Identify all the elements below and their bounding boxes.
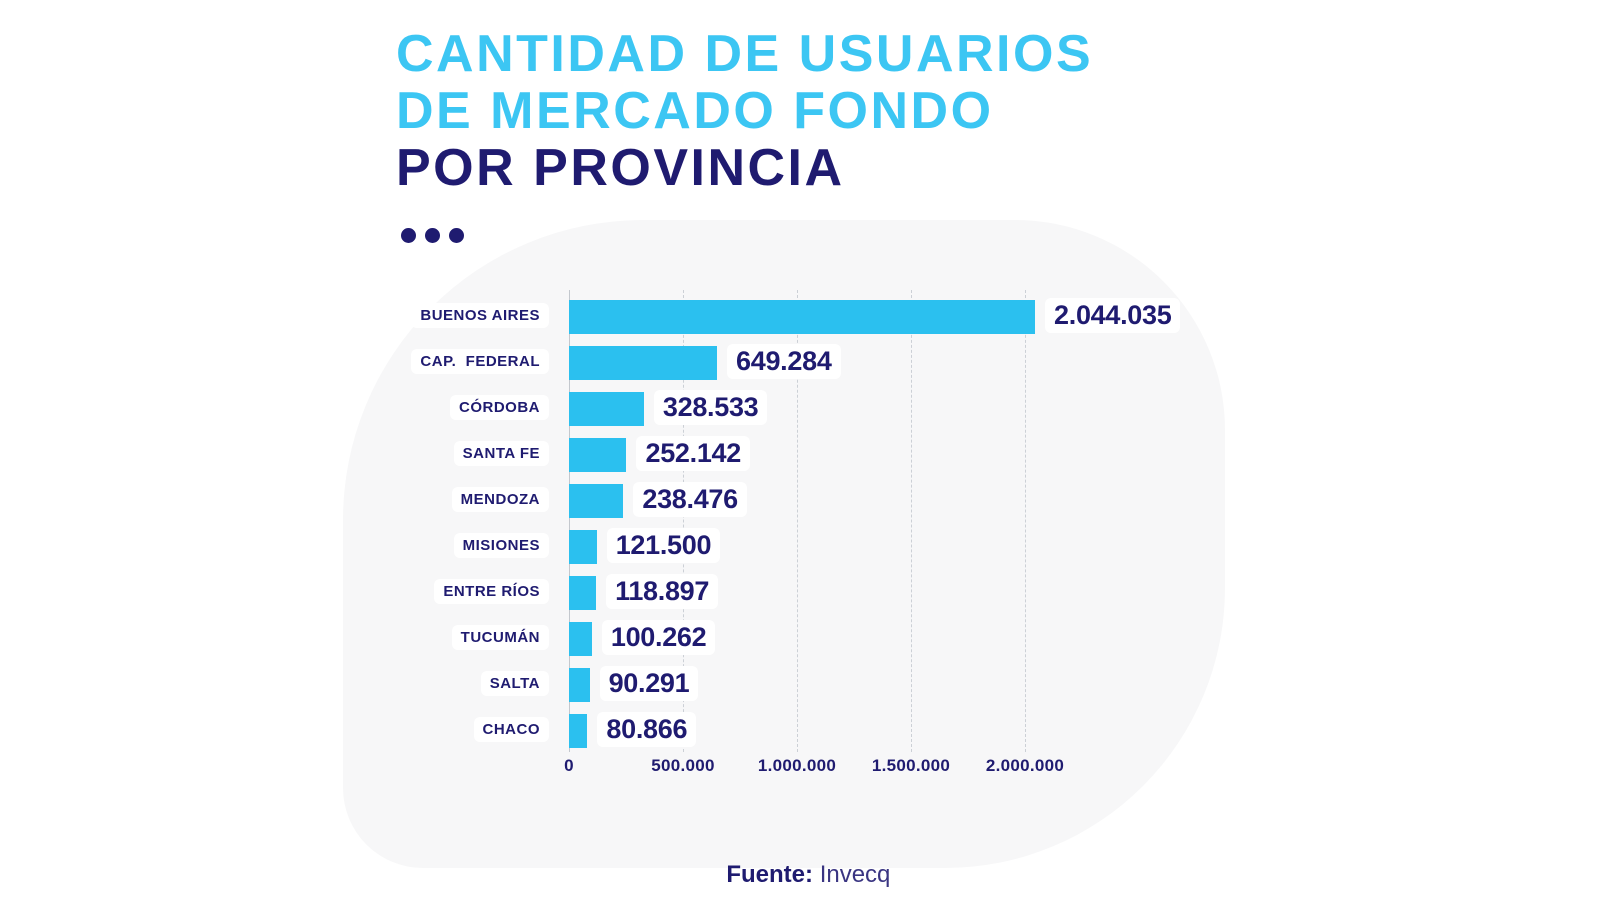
chart-title-line3: POR PROVINCIA — [396, 139, 845, 197]
value-label-cordoba: 328.533 — [653, 390, 768, 425]
bar-misiones — [569, 530, 597, 564]
row-label-wrap-misiones: MISIONES — [375, 533, 549, 558]
category-label-santa-fe: SANTA FE — [453, 441, 549, 466]
source-value: Invecq — [819, 861, 891, 888]
value-label-buenos-aires: 2.044.035 — [1045, 298, 1181, 333]
decorative-dots — [401, 228, 464, 243]
x-tick-500-000: 500.000 — [651, 756, 715, 775]
row-label-wrap-cap-federal: CAP. FEDERAL — [375, 349, 549, 374]
dot-icon — [425, 228, 440, 243]
source-note: Fuente: Invecq — [713, 833, 890, 889]
category-label-entre-rios: ENTRE RÍOS — [434, 579, 549, 604]
row-label-wrap-tucuman: TUCUMÁN — [375, 625, 549, 650]
chart-title: CANTIDAD DE USUARIOS DE MERCADO FONDO PO… — [396, 26, 1093, 197]
dot-icon — [449, 228, 464, 243]
x-tick-0: 0 — [564, 756, 574, 775]
category-label-salta: SALTA — [480, 671, 549, 696]
source-label: Fuente: — [726, 861, 814, 888]
row-label-wrap-santa-fe: SANTA FE — [375, 441, 549, 466]
bar-chaco — [569, 714, 588, 748]
bar-salta — [569, 668, 590, 702]
row-label-wrap-entre-rios: ENTRE RÍOS — [375, 579, 549, 604]
bar-tucuman — [569, 622, 592, 656]
category-label-chaco: CHACO — [473, 717, 549, 742]
chart-title-line2: DE MERCADO FONDO — [396, 82, 994, 140]
value-label-santa-fe: 252.142 — [636, 436, 750, 471]
category-label-buenos-aires: BUENOS AIRES — [411, 303, 549, 328]
gridline-500000 — [683, 290, 684, 752]
value-label-chaco: 80.866 — [597, 712, 697, 747]
value-label-tucuman: 100.262 — [601, 620, 716, 655]
row-label-wrap-cordoba: CÓRDOBA — [375, 395, 549, 420]
bar-buenos-aires — [569, 300, 1036, 334]
bar-cordoba — [569, 392, 644, 426]
gridline-2000000 — [1025, 290, 1026, 752]
row-label-wrap-chaco: CHACO — [375, 717, 549, 742]
category-label-mendoza: MENDOZA — [451, 487, 549, 512]
row-label-wrap-salta: SALTA — [375, 671, 549, 696]
x-tick-1-000-000: 1.000.000 — [757, 756, 837, 775]
space — [813, 861, 820, 888]
gridline-1000000 — [797, 290, 798, 752]
y-axis-line — [569, 290, 570, 752]
dot-icon — [401, 228, 416, 243]
gridline-1500000 — [911, 290, 912, 752]
category-label-misiones: MISIONES — [453, 533, 549, 558]
value-label-cap-federal: 649.284 — [727, 344, 841, 379]
chart-title-line1: CANTIDAD DE USUARIOS — [396, 25, 1094, 83]
bar-entre-rios — [569, 576, 597, 610]
row-label-wrap-buenos-aires: BUENOS AIRES — [375, 303, 549, 328]
value-label-mendoza: 238.476 — [633, 482, 747, 517]
category-label-tucuman: TUCUMÁN — [451, 625, 549, 650]
value-label-misiones: 121.500 — [606, 528, 721, 563]
category-label-cap-federal: CAP. FEDERAL — [411, 349, 549, 374]
x-tick-1-500-000: 1.500.000 — [871, 756, 951, 775]
bar-santa-fe — [569, 438, 627, 472]
bar-cap-federal — [569, 346, 718, 380]
category-label-cordoba: CÓRDOBA — [450, 395, 549, 420]
row-label-wrap-mendoza: MENDOZA — [375, 487, 549, 512]
value-label-entre-rios: 118.897 — [606, 574, 719, 609]
value-label-salta: 90.291 — [599, 666, 699, 701]
bar-mendoza — [569, 484, 624, 518]
x-tick-2-000-000: 2.000.000 — [985, 756, 1065, 775]
